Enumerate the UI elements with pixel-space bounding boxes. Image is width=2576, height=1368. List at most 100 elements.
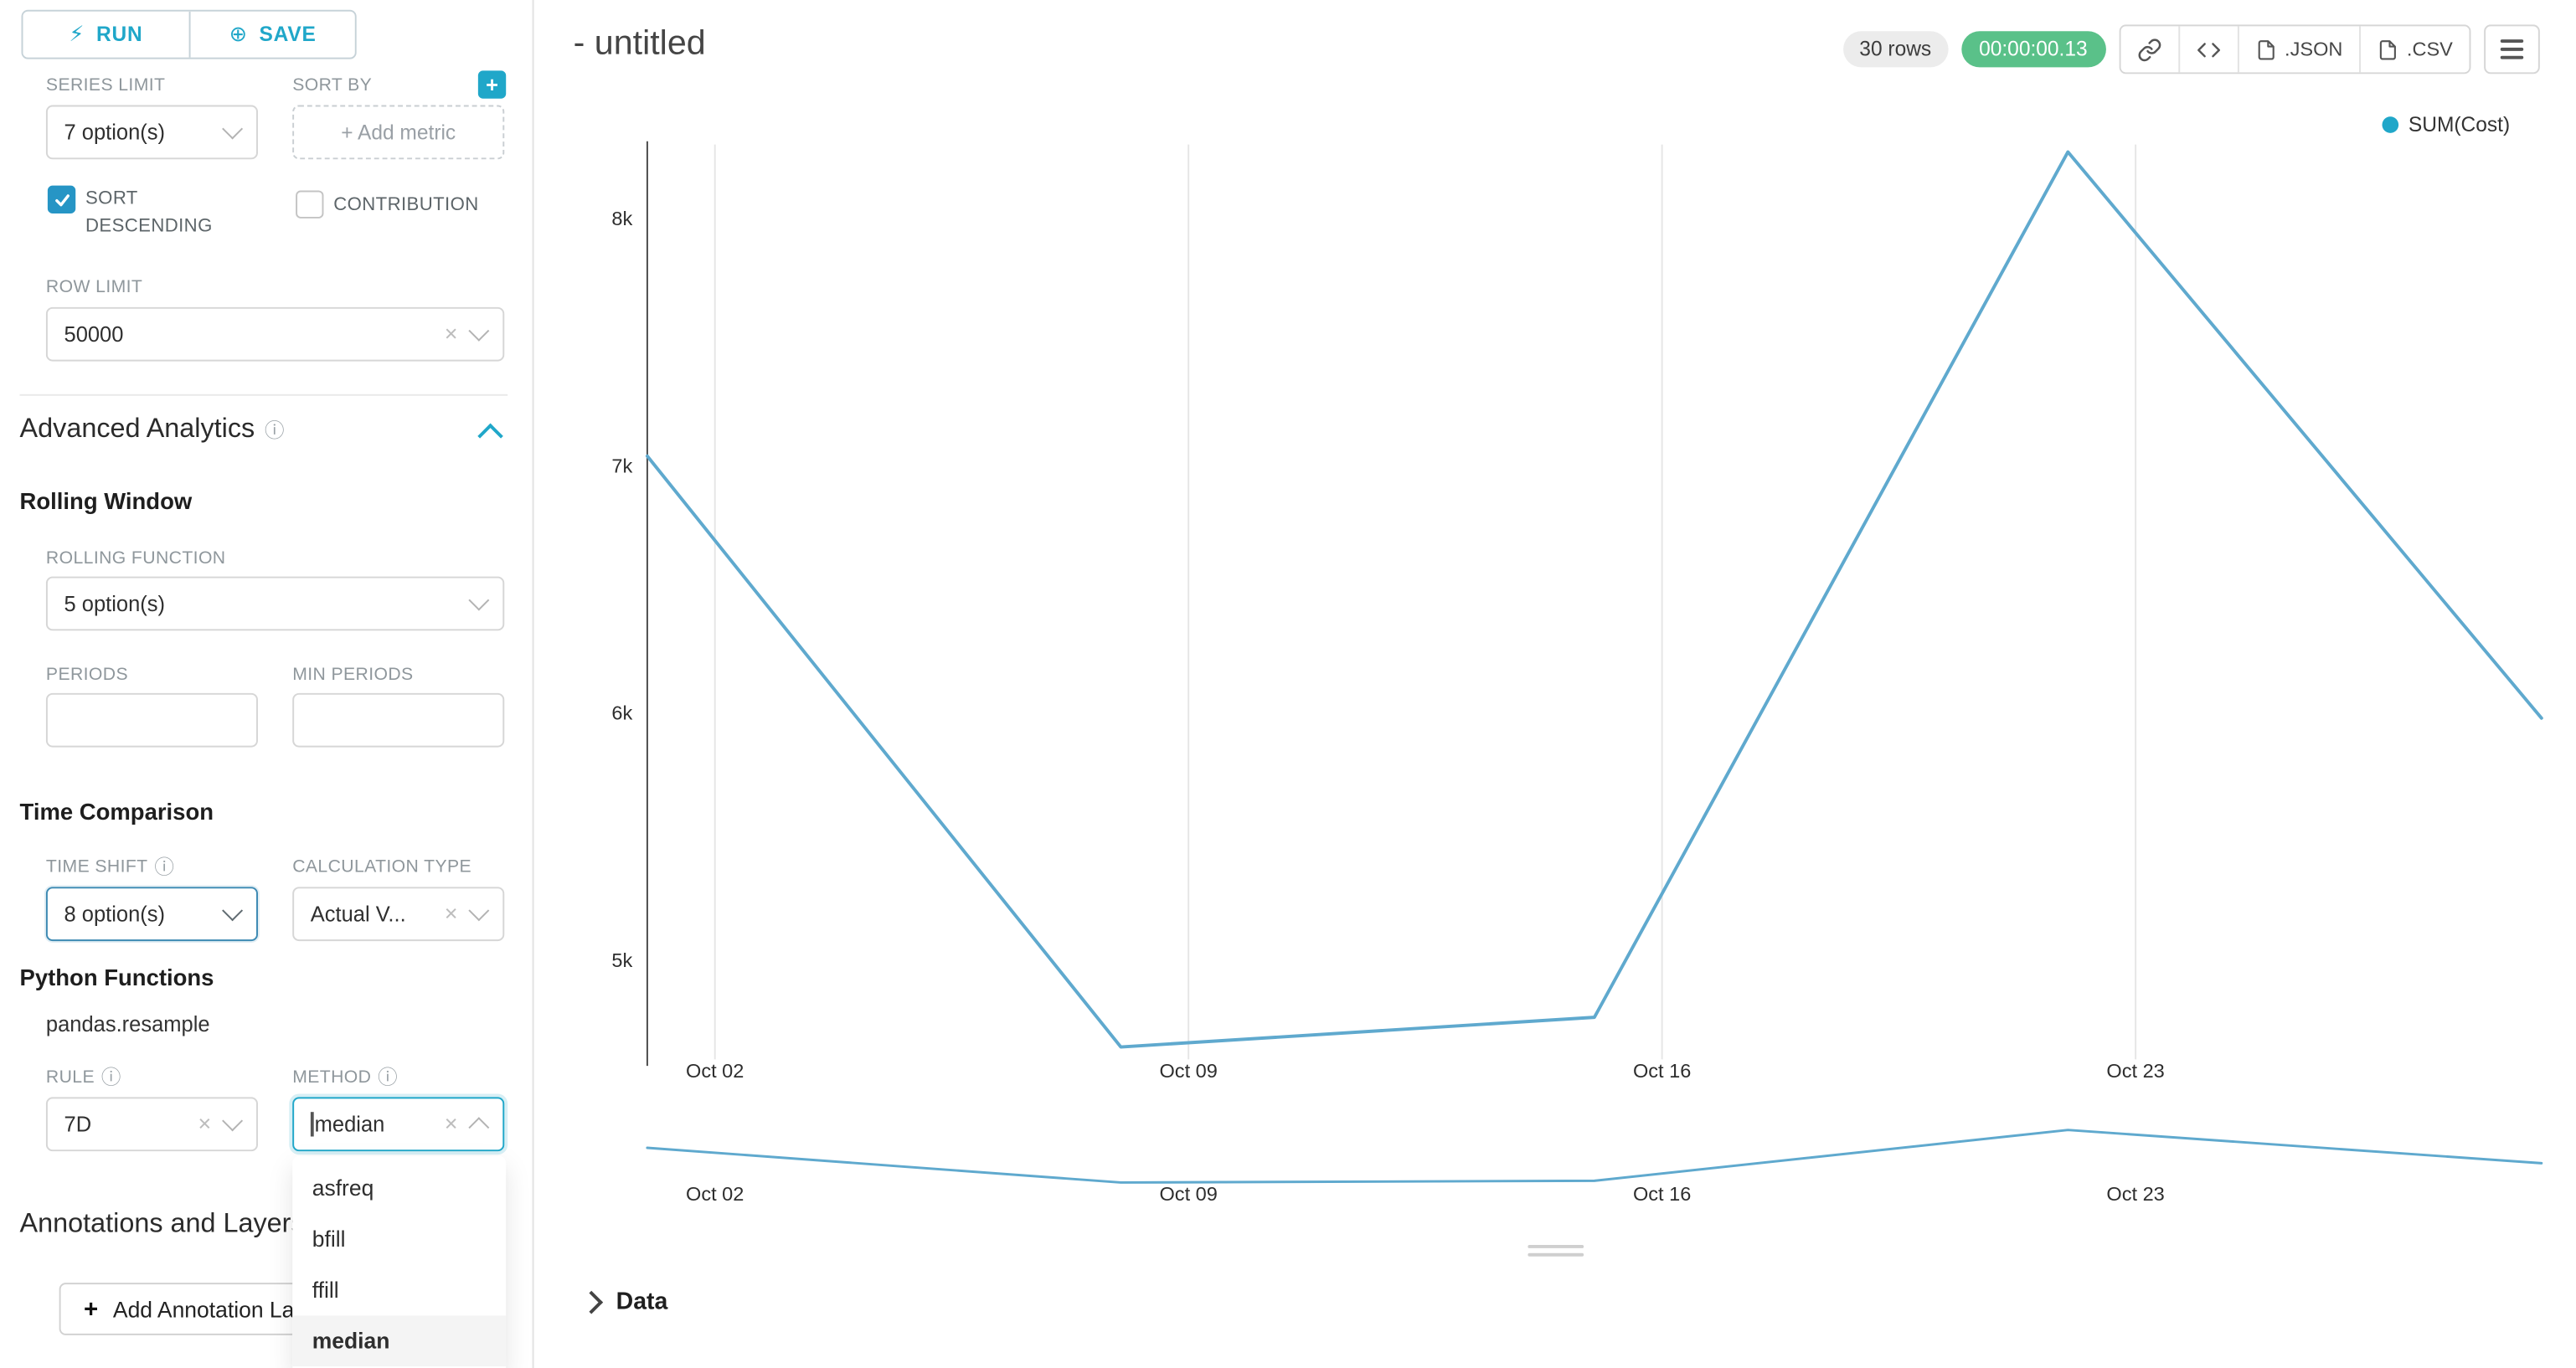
calculation-type-label: CALCULATION TYPE [292,857,472,877]
panel-resize-handle[interactable] [1528,1244,1584,1257]
svg-text:5k: 5k [611,949,632,971]
hamburger-icon [2500,39,2524,43]
sort-descending-checkbox[interactable] [47,185,76,214]
chevron-down-icon [468,589,490,611]
chart-pane: - untitled 30 rows 00:00:00.13 [532,0,2576,1368]
info-icon: ⓘ [265,418,285,441]
chart-header-actions: 30 rows 00:00:00.13 [1842,24,2540,75]
line-chart-canvas: Oct 02 Oct 09 Oct 16 Oct 23 5k 6k 7k 8k Oct 02 Oc… [611,141,2543,1205]
legend-dot-icon [2382,116,2399,133]
legend-item-sum-cost[interactable]: SUM(Cost) [2382,113,2511,136]
chevron-down-icon [468,900,490,922]
chevron-right-icon [580,1290,604,1314]
clear-icon[interactable]: ✕ [444,324,459,344]
series-limit-label: SERIES LIMIT [45,75,166,95]
chevron-down-icon [222,900,244,922]
periods-input[interactable] [45,692,258,748]
chevron-up-icon [468,1117,490,1139]
min-periods-label: MIN PERIODS [292,665,414,686]
clear-icon[interactable]: ✕ [444,903,459,924]
python-functions-title: Python Functions [19,964,214,990]
chart-title: - untitled [573,24,706,63]
sort-descending-label: SORT DESCENDING [85,188,213,237]
clear-icon[interactable]: ✕ [444,1114,459,1134]
save-button[interactable]: ⊕ SAVE [188,11,355,58]
svg-text:8k: 8k [611,208,632,229]
rolling-function-label: ROLLING FUNCTION [45,548,226,568]
chevron-down-icon [468,320,490,342]
svg-text:Oct 23: Oct 23 [2106,1183,2164,1205]
link-icon [2137,38,2161,61]
advanced-analytics-header[interactable]: Advanced Analytics ⓘ [19,414,285,444]
svg-text:Oct 09: Oct 09 [1160,1183,1218,1205]
time-comparison-title: Time Comparison [19,798,214,825]
method-combobox[interactable]: median ✕ [292,1097,505,1152]
svg-text:Oct 23: Oct 23 [2106,1060,2164,1082]
info-icon: ⓘ [378,1066,399,1089]
series-limit-select[interactable]: 7 option(s) [45,105,258,160]
export-csv-button[interactable]: .CSV [2359,26,2470,73]
export-json-button[interactable]: .JSON [2237,26,2360,73]
min-periods-input[interactable] [292,692,505,748]
svg-text:Oct 02: Oct 02 [686,1183,744,1205]
contribution-label: CONTRIBUTION [333,195,479,215]
svg-text:Oct 09: Oct 09 [1160,1060,1218,1082]
save-button-label: SAVE [259,23,317,46]
legend-label: SUM(Cost) [2408,113,2511,136]
copy-link-button[interactable] [2120,26,2178,73]
add-metric-plus-button[interactable]: + [477,70,507,99]
sort-by-add-metric[interactable]: + Add metric [292,105,505,160]
method-dropdown-menu: asfreq bfill ffill median [292,1156,507,1368]
svg-text:Oct 16: Oct 16 [1633,1183,1691,1205]
annotations-layers-header[interactable]: Annotations and Layers [19,1208,305,1239]
rule-select[interactable]: 7D ✕ [45,1097,258,1152]
query-timer-badge: 00:00:00.13 [1960,31,2106,68]
run-save-group: ⚡ RUN ⊕ SAVE [21,9,357,59]
method-option-asfreq[interactable]: asfreq [312,1175,374,1201]
info-icon: ⓘ [154,856,175,879]
data-panel-title: Data [616,1288,668,1316]
rolling-window-title: Rolling Window [19,487,193,515]
info-icon: ⓘ [100,1066,121,1089]
chart-menu-button[interactable] [2484,24,2540,75]
method-option-bfill[interactable]: bfill [312,1227,346,1252]
svg-text:7k: 7k [611,455,632,476]
method-label: METHOD ⓘ [292,1066,399,1089]
contribution-checkbox[interactable] [296,190,324,219]
pandas-resample-label: pandas.resample [45,1011,210,1036]
text-cursor [310,1112,313,1137]
data-panel-toggle[interactable]: Data [580,1288,668,1316]
svg-text:Oct 02: Oct 02 [686,1060,744,1082]
chevron-down-icon [222,1110,244,1132]
clear-icon[interactable]: ✕ [197,1114,213,1134]
row-limit-select[interactable]: 50000 ✕ [45,306,505,362]
periods-label: PERIODS [45,665,129,686]
row-count-badge: 30 rows [1842,31,1948,68]
collapse-chevron-up-icon[interactable] [477,423,503,450]
method-option-median[interactable]: median [292,1315,507,1367]
plus-icon: + [84,1294,99,1324]
rolling-function-select[interactable]: 5 option(s) [45,576,505,631]
run-button[interactable]: ⚡ RUN [23,11,189,58]
svg-text:Oct 16: Oct 16 [1633,1060,1691,1082]
chevron-down-icon [222,118,244,140]
file-icon [2257,39,2275,59]
time-shift-select[interactable]: 8 option(s) [45,887,258,942]
row-limit-label: ROW LIMIT [45,277,143,298]
control-panel: ⚡ RUN ⊕ SAVE SERIES LIMIT SORT BY + 7 op… [0,0,531,1368]
section-divider [19,393,508,396]
calculation-type-select[interactable]: Actual V... ✕ [292,887,505,942]
bolt-icon: ⚡ [69,21,85,46]
run-button-label: RUN [95,23,143,46]
file-icon [2379,39,2396,59]
method-option-ffill[interactable]: ffill [312,1278,339,1303]
check-icon [54,193,69,206]
export-button-group: .JSON .CSV [2118,24,2471,75]
sort-by-label: SORT BY [292,75,373,95]
rule-label: RULE ⓘ [45,1066,121,1089]
circle-plus-icon: ⊕ [229,21,248,46]
view-query-button[interactable] [2177,26,2238,73]
svg-text:6k: 6k [611,702,632,724]
time-shift-label: TIME SHIFT ⓘ [45,856,175,879]
